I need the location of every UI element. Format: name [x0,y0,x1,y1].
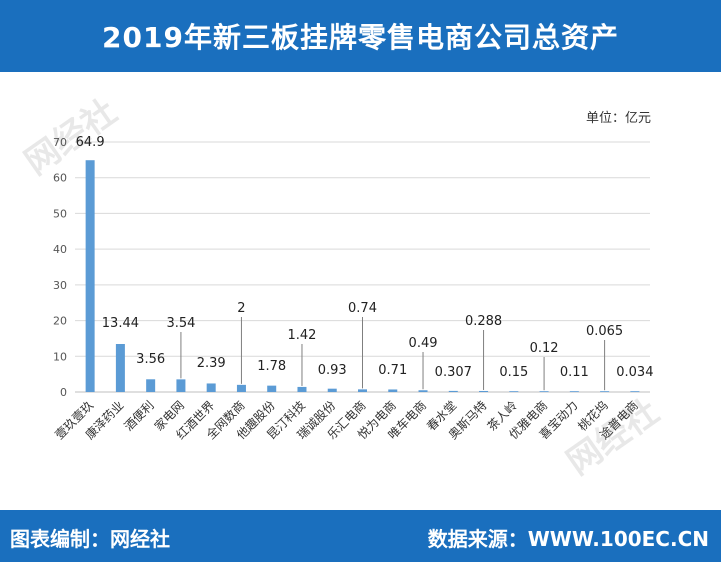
bar [85,160,95,392]
data-label: 13.44 [102,316,139,331]
footer-bar: 图表编制：网经社 数据来源：WWW.100EC.CN [0,510,721,562]
data-label: 0.288 [465,314,502,329]
data-label: 1.78 [257,359,286,374]
bar [176,379,186,392]
data-label: 0.93 [318,363,347,378]
chart-credit: 图表编制：网经社 [10,527,170,551]
data-label: 3.54 [166,316,195,331]
bar [327,388,337,392]
bar [630,391,640,392]
x-category-label: 酒便利 [121,398,156,433]
bar [569,391,579,392]
y-tick-label: 30 [53,279,67,292]
bar [358,389,367,392]
bar [267,385,277,392]
data-source: 数据来源：WWW.100EC.CN [427,527,709,551]
unit-label: 单位：亿元 [585,111,651,126]
data-label: 0.74 [348,301,377,316]
bar [600,391,610,392]
data-label: 1.42 [287,328,316,343]
y-tick-label: 60 [53,172,67,185]
bar [115,344,125,392]
bar [206,383,216,392]
data-label: 0.71 [378,363,407,378]
bar [509,391,519,392]
data-label: 3.56 [136,352,165,367]
bar [236,384,246,392]
bar [297,386,307,392]
y-tick-label: 0 [60,386,67,399]
page-title: 2019年新三板挂牌零售电商公司总资产 [102,21,619,54]
y-tick-label: 70 [53,136,67,149]
data-label: 0.034 [616,365,653,380]
bar [418,390,428,392]
bar [479,390,489,392]
y-tick-label: 50 [53,207,67,220]
data-label: 0.307 [435,365,472,380]
bar [539,391,549,392]
data-label: 0.065 [586,324,623,339]
bar [146,379,156,392]
y-tick-label: 40 [53,243,67,256]
bar [388,389,398,392]
data-label: 0.49 [409,336,438,351]
data-label: 0.11 [560,365,589,380]
y-tick-label: 20 [53,315,67,328]
data-label: 64.9 [76,135,105,150]
data-label: 0.12 [530,341,559,356]
data-label: 0.15 [499,365,528,380]
header-bar: 2019年新三板挂牌零售电商公司总资产 [0,0,721,72]
bar [448,390,458,392]
y-tick-label: 10 [53,350,67,363]
data-label: 2 [237,301,245,316]
data-label: 2.39 [197,356,226,371]
